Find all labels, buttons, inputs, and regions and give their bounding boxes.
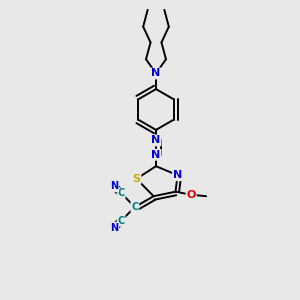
Text: N: N (152, 135, 160, 146)
Text: C: C (131, 202, 139, 212)
Text: C: C (118, 188, 125, 198)
Text: C: C (118, 216, 125, 226)
Text: N: N (152, 150, 160, 160)
Text: N: N (152, 68, 160, 79)
Text: S: S (133, 174, 140, 184)
Text: N: N (110, 223, 118, 232)
Text: O: O (186, 190, 196, 200)
Text: N: N (173, 170, 182, 180)
Text: N: N (110, 182, 118, 191)
